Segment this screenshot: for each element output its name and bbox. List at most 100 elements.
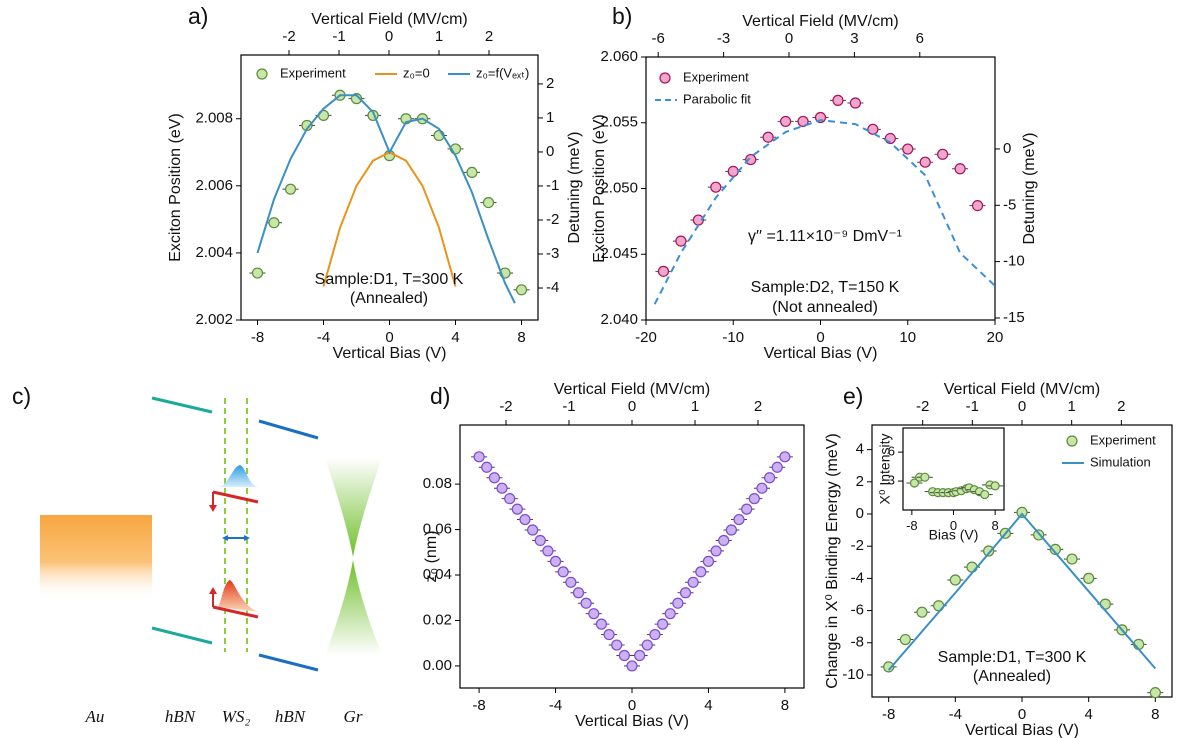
tick-label: 0 [1003,140,1011,157]
annotation: (Not annealed) [772,299,878,316]
y-axis-title: z₀ (nm) [423,531,440,583]
tick-label: -4 [549,697,562,714]
plot-frame [459,424,805,689]
data-point [664,608,676,620]
panel-label: a) [188,3,208,29]
panel-label: d) [430,383,450,409]
tick-label: -10 [722,329,744,346]
data-point [519,513,531,526]
gold-contact [40,515,152,600]
data-point [649,628,661,641]
tick-label: -4 [851,569,864,586]
tick-label: -2 [546,211,559,228]
legend-label: z₀=f(Vₑₓₜ) [476,65,529,80]
x2-axis-title: Vertical Field (MV/cm) [944,381,1100,398]
tick-label: -2 [282,28,295,45]
tick-label: 0 [628,398,636,415]
annotation: (Annealed) [350,290,428,307]
tick-label: 1 [691,398,699,415]
data-point [883,661,895,673]
layer-label: WS₂ [222,707,251,726]
data-point [710,545,722,557]
tick-label: 2 [1117,398,1125,415]
tick-label: -8 [882,706,895,723]
tick-label: 2.045 [600,245,638,262]
valence-band [212,605,259,619]
data-point [1149,687,1161,699]
tick-label: -2 [916,398,929,415]
tick-label: 2.055 [600,114,638,131]
tick-label: 20 [987,329,1004,346]
tick-label: 6 [888,444,895,459]
data-point [919,156,931,168]
legend-label: z₀=0 [403,65,430,80]
tick-label: 6 [916,30,924,47]
tick-label: 8 [781,697,789,714]
layer-label: Au [85,707,105,726]
field-arrow-head [209,505,217,512]
data-point [634,649,646,662]
legend-label: Experiment [683,69,749,84]
data-point [902,143,914,155]
tick-label: 2 [546,75,554,92]
band-diagram [40,396,382,672]
data-point [762,131,774,143]
data-point [710,181,722,193]
data-point [849,97,862,109]
tick-label: -3 [717,30,730,47]
annotation: Sample:D1, T=300 K [315,271,464,288]
data-point [618,649,630,662]
hbn-band [151,396,213,414]
data-point [718,534,730,547]
tick-label: 2.008 [195,110,233,127]
legend-label: Experiment [280,65,346,80]
tick-label: 2.050 [600,179,638,196]
annotation: γ′′ =1.11×10⁻⁹ DmV⁻¹ [748,228,902,245]
tick-label: 8 [517,329,525,346]
tick-label: 0 [628,697,636,714]
graphene-cone [325,560,382,655]
data-point [756,482,768,494]
tick-label: 2.002 [195,311,233,328]
tick-label: -6 [652,30,665,47]
data-point [748,493,760,505]
data-point [1066,553,1078,565]
annotation: Sample:D1, T=300 K [938,649,1087,666]
data-point [549,555,562,567]
fit-line [322,151,457,287]
tick-label: 1 [546,109,554,126]
tick-label: 2 [485,28,493,45]
tick-label: 0 [546,143,554,160]
data-point [695,566,707,578]
tick-label: 8 [1151,706,1159,723]
dipole-arrow-head [222,535,250,541]
tick-label: -4 [317,329,330,346]
tick-label: -4 [949,706,962,723]
data-point [983,545,995,557]
annotation: (Annealed) [973,668,1051,685]
data-point [779,115,792,128]
data-point [572,587,585,599]
y2-axis-title: Detuning (meV) [1021,132,1038,244]
legend-label: Parabolic fit [683,91,751,106]
data-point [679,587,692,599]
tick-label: -5 [1003,196,1016,213]
tick-label: 10 [899,329,916,346]
y2-axis-title: Detuning (meV) [566,131,583,243]
tick-label: 0.06 [423,521,452,538]
legend-marker [659,72,671,84]
data-point [488,472,500,484]
tick-label: 0 [785,30,793,47]
tick-label: 0 [385,329,393,346]
data-point [937,148,949,160]
field-arrow-head [209,587,217,594]
hbn-band [151,626,213,645]
data-point [588,608,600,620]
data-point [515,284,528,296]
data-point [733,513,745,526]
y-axis-title: X⁰ Intensity [877,434,893,505]
tick-label: -1 [966,398,979,415]
conduction-band [212,490,259,504]
data-point [268,217,280,229]
tick-label: -10 [842,666,864,683]
